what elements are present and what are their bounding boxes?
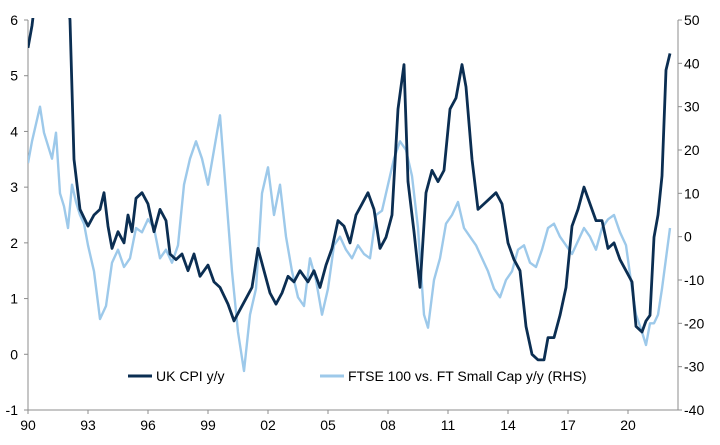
series-line-ftse: [28, 105, 672, 373]
right-tick-label: -20: [684, 315, 704, 331]
x-tick-label: 11: [441, 417, 456, 433]
left-tick-label: 5: [10, 68, 18, 84]
legend-label-cpi: UK CPI y/y: [156, 368, 224, 384]
x-tick-label: 02: [260, 417, 276, 433]
x-tick-label: 90: [20, 417, 36, 433]
left-tick-label: 2: [10, 235, 18, 251]
x-tick-label: 05: [320, 417, 336, 433]
x-tick-label: 99: [200, 417, 216, 433]
x-tick-label: 08: [380, 417, 396, 433]
left-tick-label: 0: [10, 346, 18, 362]
x-tick-label: 20: [620, 417, 636, 433]
x-tick-label: 17: [560, 417, 576, 433]
legend: UK CPI y/y FTSE 100 vs. FT Small Cap y/y…: [128, 368, 587, 384]
series-line-cpi: [28, 18, 672, 362]
left-tick-label: 6: [10, 12, 18, 28]
x-tick-label: 96: [140, 417, 156, 433]
legend-label-ftse: FTSE 100 vs. FT Small Cap y/y (RHS): [348, 368, 587, 384]
right-tick-label: 0: [684, 229, 692, 245]
right-tick-label: 50: [684, 12, 700, 28]
right-tick-label: 40: [684, 55, 700, 71]
right-tick-label: -30: [684, 359, 704, 375]
right-tick-label: 10: [684, 185, 700, 201]
left-tick-label: 4: [10, 123, 18, 139]
x-tick-label: 93: [80, 417, 96, 433]
right-tick-label: 20: [684, 142, 700, 158]
right-tick-label: -40: [684, 402, 704, 418]
left-tick-label: 1: [10, 291, 18, 307]
x-tick-label: 14: [500, 417, 516, 433]
right-tick-label: 30: [684, 99, 700, 115]
right-tick-label: -10: [684, 272, 704, 288]
series-layer: [28, 18, 672, 373]
left-tick-label: 3: [10, 179, 18, 195]
left-tick-label: -1: [6, 402, 19, 418]
